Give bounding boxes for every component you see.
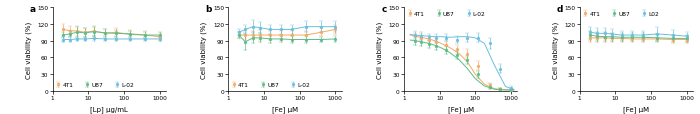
Y-axis label: Cell viability (%): Cell viability (%) [377, 21, 383, 78]
X-axis label: [Fe] μM: [Fe] μM [623, 106, 650, 113]
Legend: 4T1, U87, L-02: 4T1, U87, L-02 [231, 82, 310, 88]
Legend: 4T1, U87, L-02: 4T1, U87, L-02 [55, 82, 134, 88]
Text: b: b [206, 5, 212, 14]
Legend: 4T1, U87, L-02: 4T1, U87, L-02 [407, 11, 486, 17]
Text: a: a [30, 5, 36, 14]
X-axis label: [Fe] μM: [Fe] μM [447, 106, 474, 113]
Y-axis label: Cell viability (%): Cell viability (%) [25, 21, 32, 78]
Text: c: c [382, 5, 386, 14]
Legend: 4T1, U87, L02: 4T1, U87, L02 [582, 11, 659, 17]
X-axis label: [Lp] μg/mL: [Lp] μg/mL [90, 106, 128, 113]
X-axis label: [Fe] μM: [Fe] μM [272, 106, 298, 113]
Y-axis label: Cell viability (%): Cell viability (%) [552, 21, 559, 78]
Text: d: d [557, 5, 564, 14]
Y-axis label: Cell viability (%): Cell viability (%) [201, 21, 207, 78]
